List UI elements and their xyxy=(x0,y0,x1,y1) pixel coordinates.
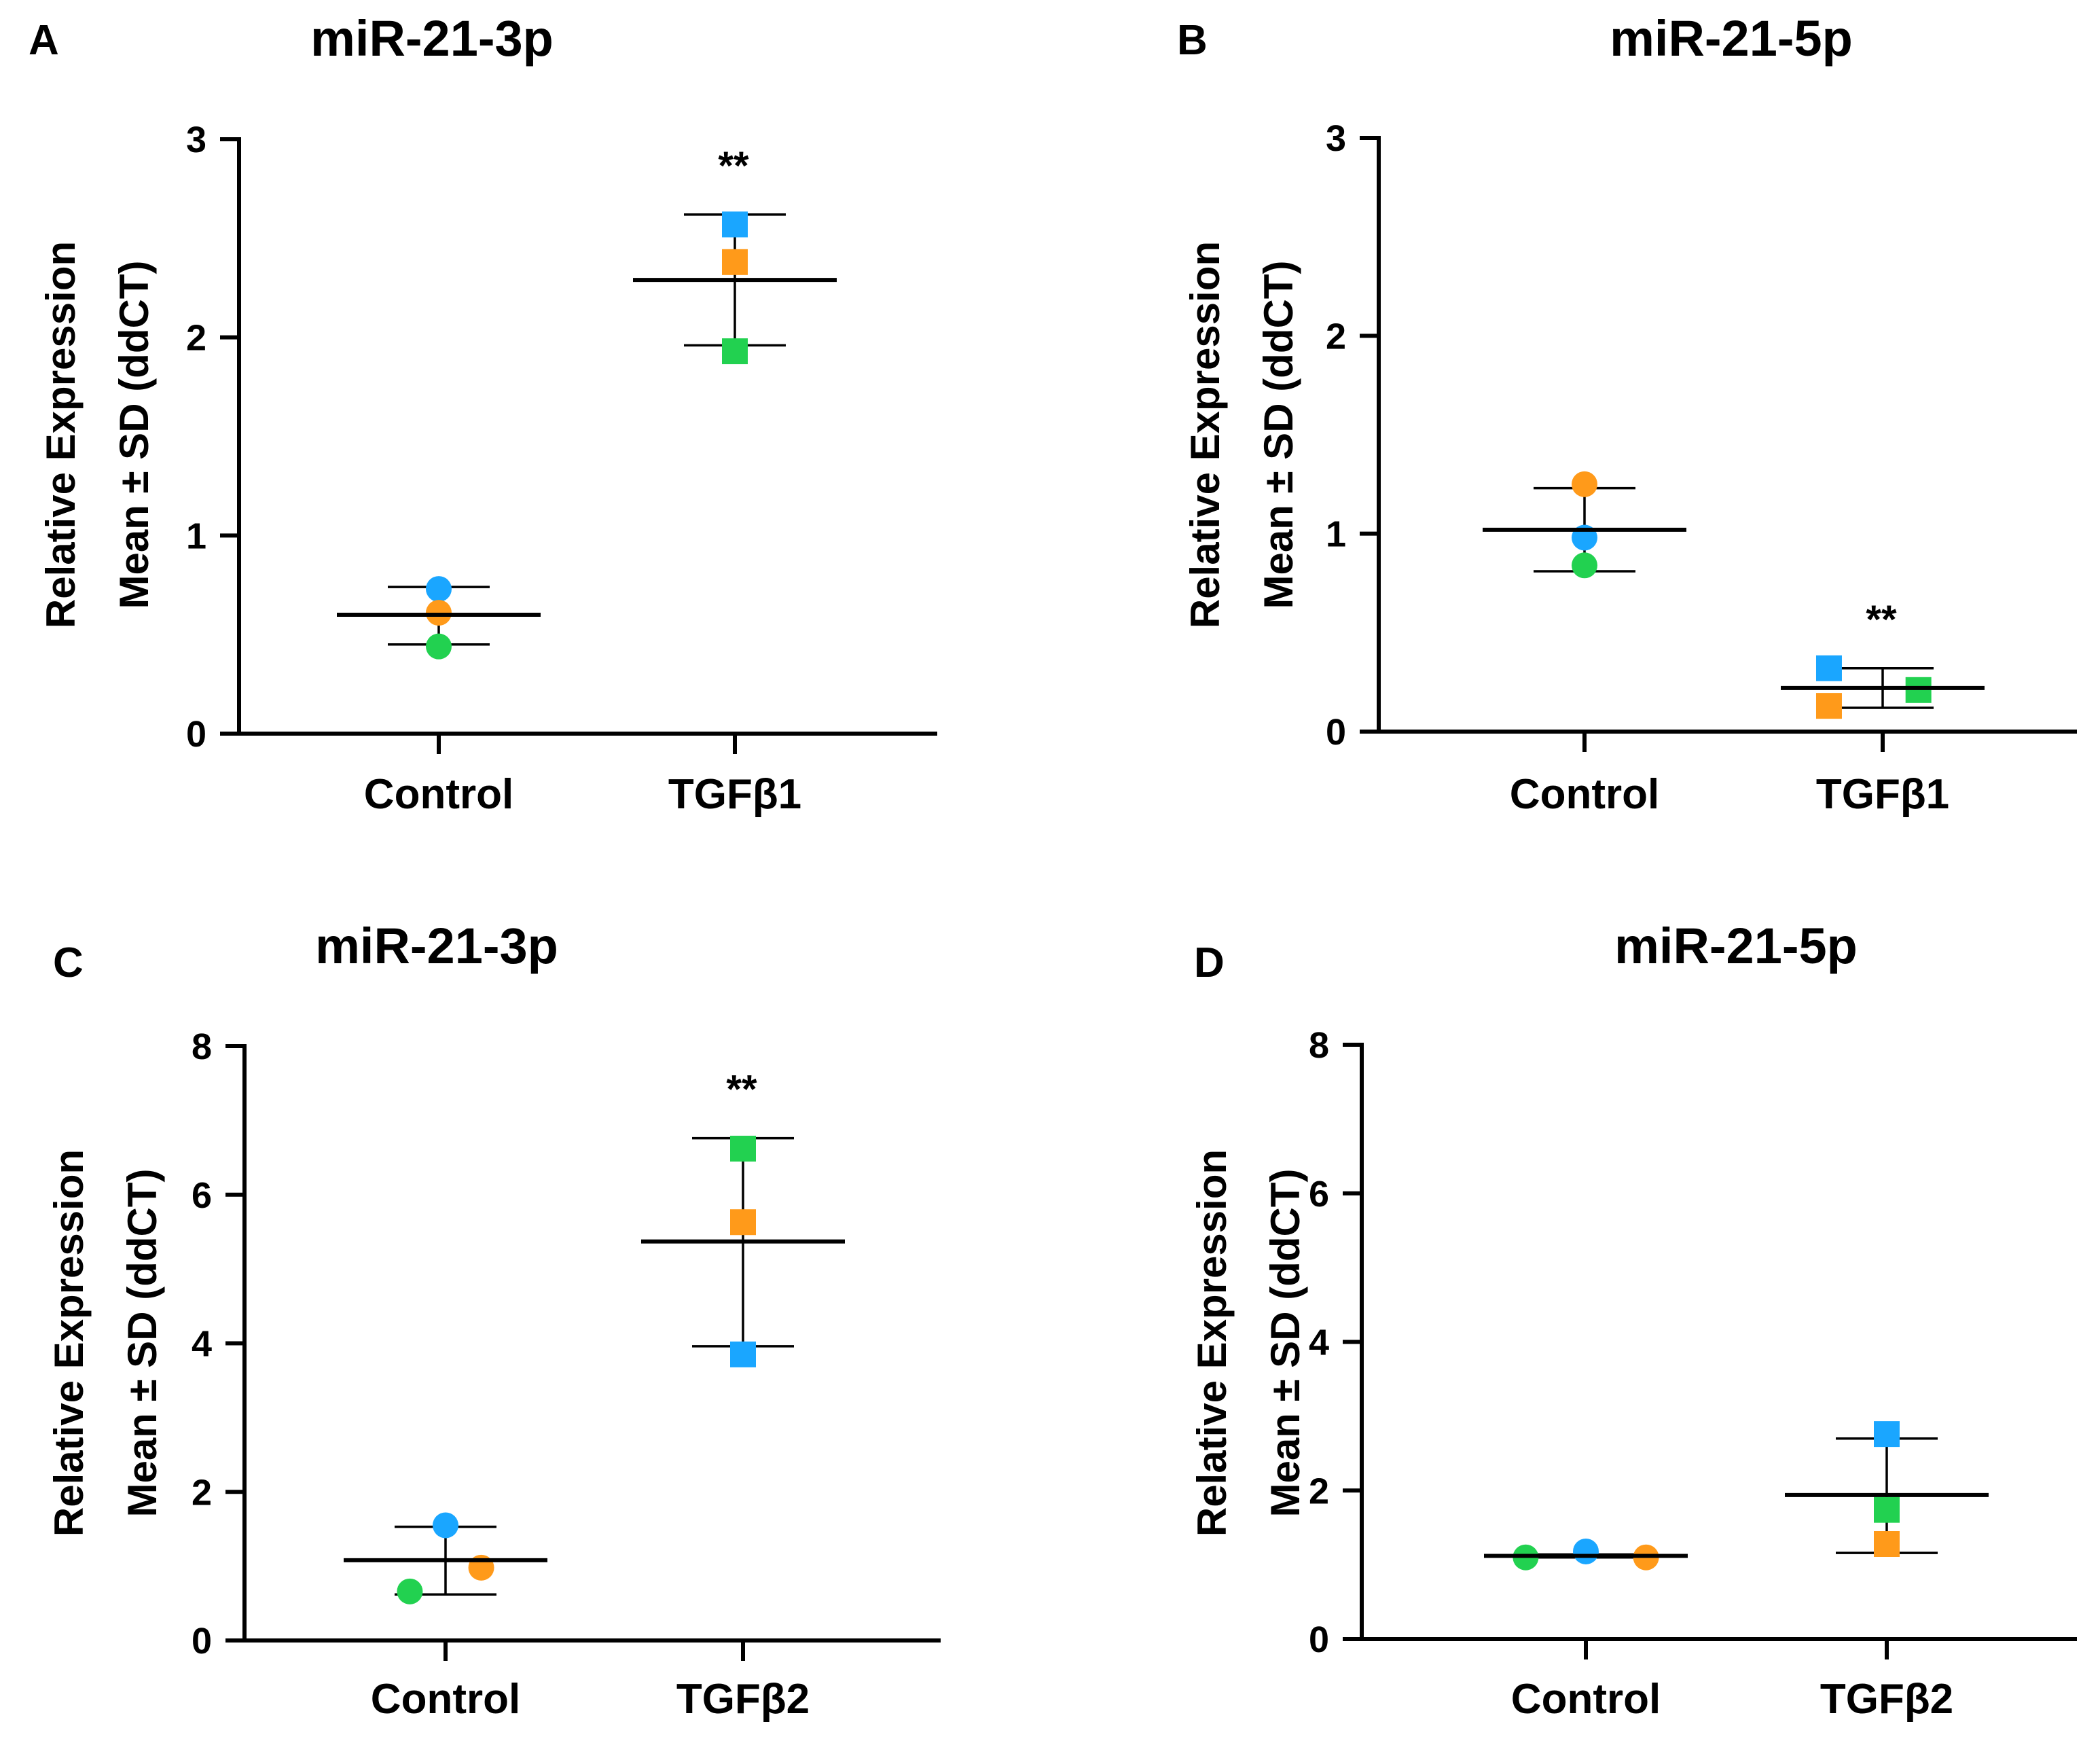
data-point xyxy=(1573,1538,1599,1564)
data-point xyxy=(1874,1531,1900,1557)
x-category-label: Control xyxy=(364,771,513,818)
y-tick-label: 3 xyxy=(1326,118,1346,159)
chart-title: miR-21-5p xyxy=(1614,918,1858,974)
y-tick-label: 4 xyxy=(192,1324,212,1365)
data-point xyxy=(397,1578,423,1604)
data-point xyxy=(433,1512,458,1539)
chart-title: miR-21-3p xyxy=(315,918,558,974)
group-tgfβ1: ** xyxy=(633,144,837,365)
x-category-label: Control xyxy=(1511,1676,1661,1723)
data-point xyxy=(1572,471,1597,497)
data-point xyxy=(730,1341,756,1367)
y-tick-label: 0 xyxy=(192,1621,212,1662)
y-tick-label: 2 xyxy=(186,318,206,359)
x-category-label: TGFβ2 xyxy=(1820,1676,1953,1723)
y-tick-label: 6 xyxy=(192,1175,212,1216)
group-tgfβ2: ** xyxy=(641,1068,845,1367)
y-tick-label: 1 xyxy=(1326,514,1346,555)
y-axis-label: Relative Expression xyxy=(38,241,84,628)
y-tick-label: 6 xyxy=(1309,1174,1329,1215)
y-axis-label: Mean ± SD (ddCT) xyxy=(120,1169,165,1518)
y-axis-label: Relative Expression xyxy=(1189,1149,1235,1537)
significance-marker: ** xyxy=(718,144,749,188)
significance-marker: ** xyxy=(726,1068,757,1112)
y-tick-label: 1 xyxy=(186,516,206,556)
x-category-label: Control xyxy=(371,1676,520,1723)
y-tick-label: 4 xyxy=(1309,1323,1329,1363)
group-tgfβ1: ** xyxy=(1781,598,1985,719)
data-point xyxy=(1815,655,1842,681)
y-tick-label: 0 xyxy=(1309,1619,1329,1660)
group-control xyxy=(1484,1538,1688,1571)
data-point xyxy=(722,338,748,365)
data-point xyxy=(722,211,748,238)
x-category-label: Control xyxy=(1510,771,1659,818)
data-point xyxy=(1874,1421,1900,1448)
data-point xyxy=(1572,552,1597,579)
group-control xyxy=(1483,471,1686,579)
data-point xyxy=(426,576,452,603)
significance-marker: ** xyxy=(1866,598,1897,642)
data-point xyxy=(722,249,748,275)
x-category-label: TGFβ1 xyxy=(1816,771,1949,818)
data-point xyxy=(426,633,452,660)
group-control xyxy=(337,576,541,660)
y-tick-label: 3 xyxy=(186,120,206,160)
chart-title: miR-21-3p xyxy=(310,10,554,67)
panel-letter: C xyxy=(53,939,84,986)
y-tick-label: 8 xyxy=(192,1026,212,1067)
data-point xyxy=(730,1209,756,1236)
y-tick-label: 0 xyxy=(1326,712,1346,753)
chart-title: miR-21-5p xyxy=(1610,10,1853,67)
data-point xyxy=(730,1135,756,1162)
y-axis-label: Mean ± SD (ddCT) xyxy=(1256,261,1301,609)
x-category-label: TGFβ2 xyxy=(676,1676,810,1723)
data-point xyxy=(1815,693,1842,719)
group-control xyxy=(344,1512,547,1604)
y-tick-label: 2 xyxy=(1309,1471,1329,1511)
data-point xyxy=(1874,1496,1900,1523)
y-axis-label: Mean ± SD (ddCT) xyxy=(1263,1169,1308,1518)
y-tick-label: 2 xyxy=(192,1472,212,1513)
panel-letter: B xyxy=(1177,17,1208,64)
y-tick-label: 2 xyxy=(1326,316,1346,357)
y-axis-label: Mean ± SD (ddCT) xyxy=(111,261,157,609)
y-axis-label: Relative Expression xyxy=(46,1149,92,1537)
y-axis-label: Relative Expression xyxy=(1182,241,1228,628)
x-category-label: TGFβ1 xyxy=(668,771,801,818)
y-tick-label: 0 xyxy=(186,714,206,755)
panel-letter: A xyxy=(29,17,59,64)
panel-letter: D xyxy=(1194,939,1225,986)
group-tgfβ2 xyxy=(1785,1421,1989,1557)
y-tick-label: 8 xyxy=(1309,1025,1329,1066)
